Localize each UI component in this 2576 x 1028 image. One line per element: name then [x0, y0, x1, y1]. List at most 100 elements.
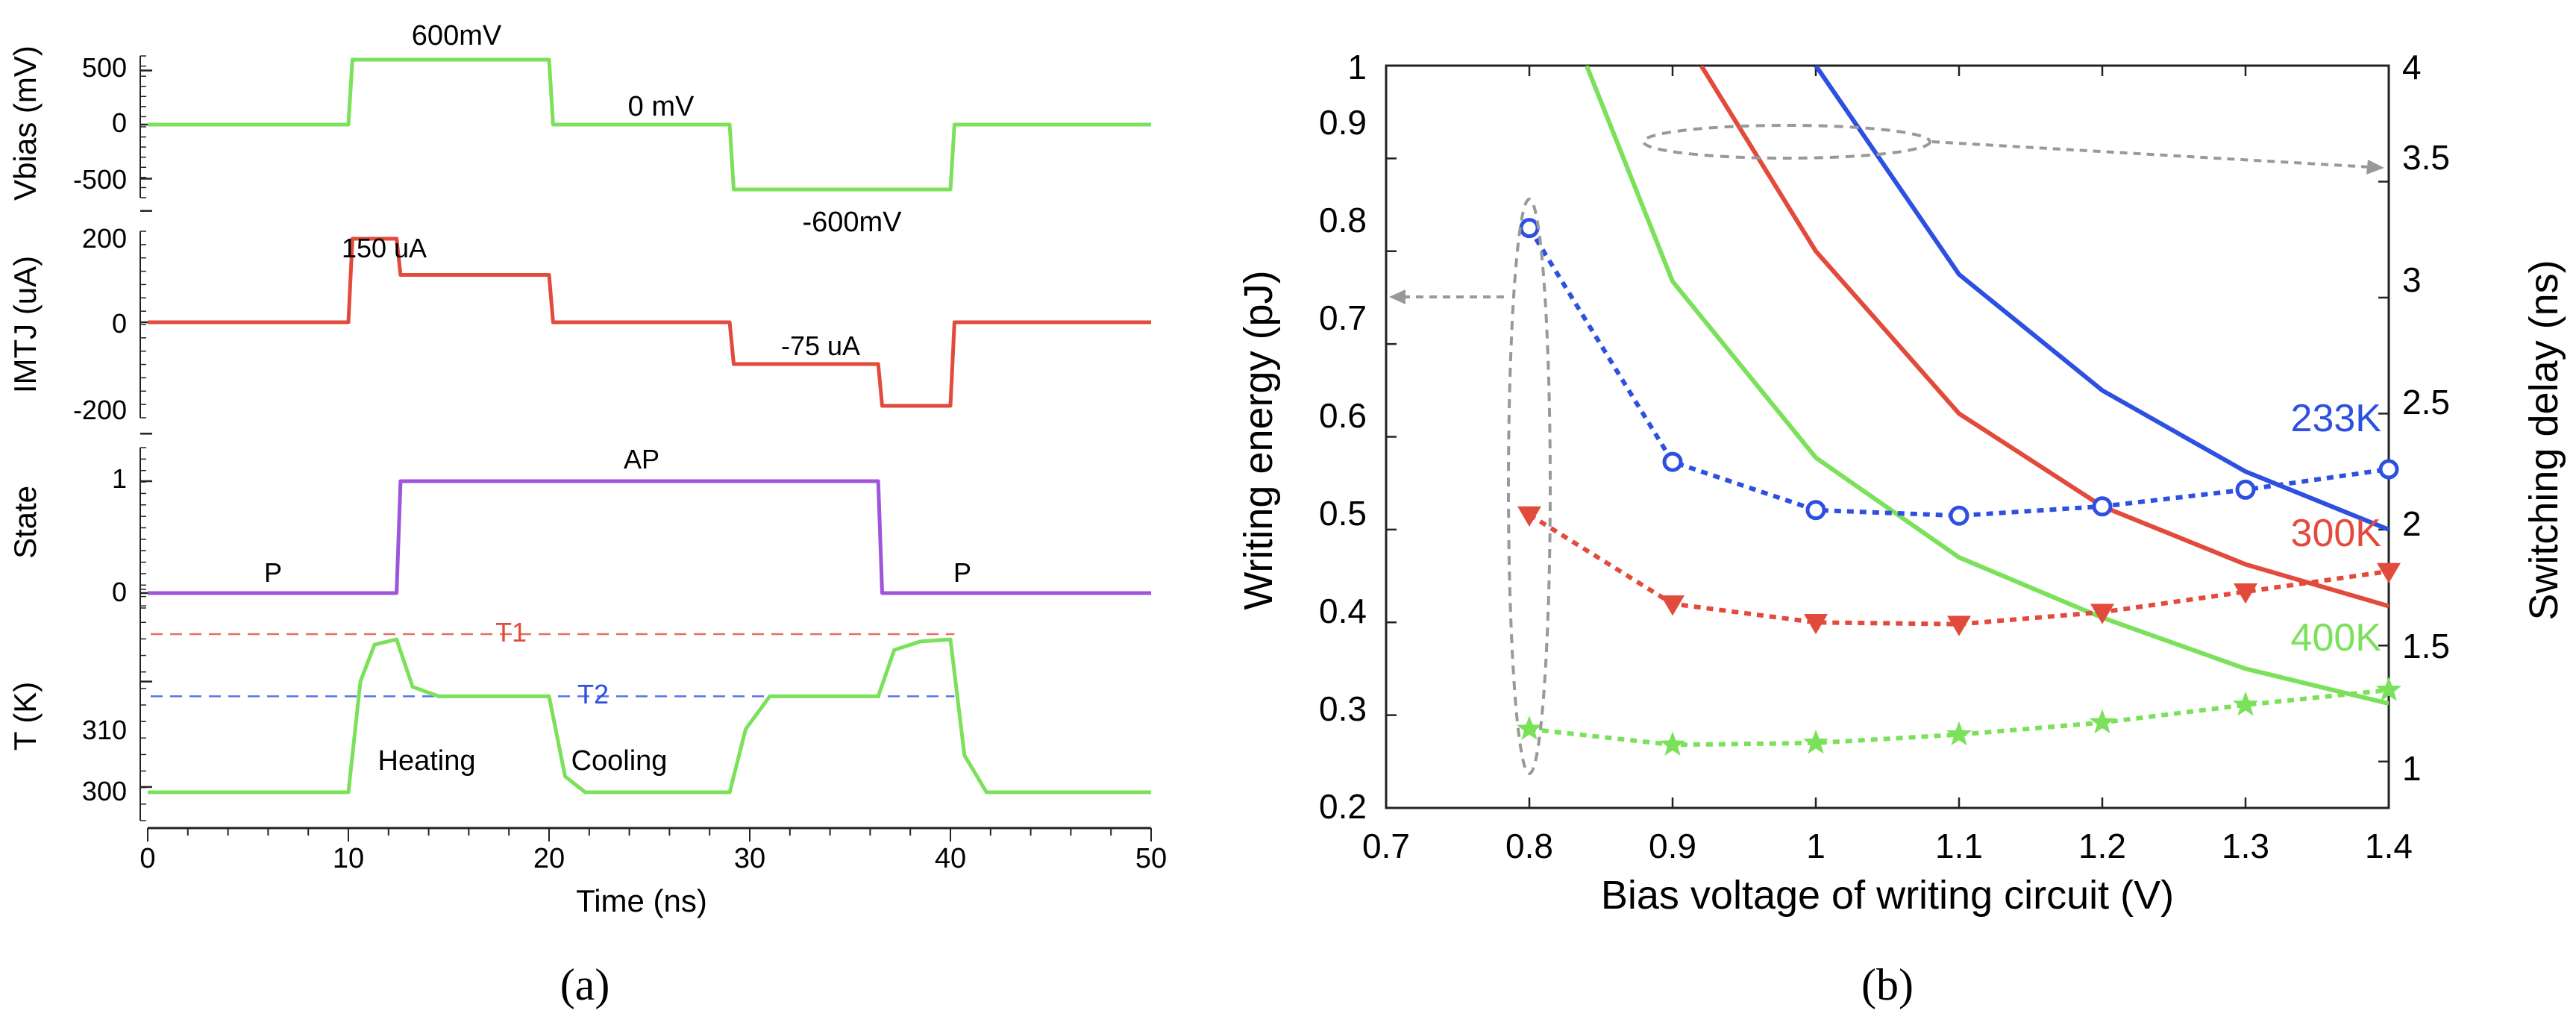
temp-ytick-label: 310: [82, 715, 127, 745]
right-arrow-head: [2366, 160, 2384, 175]
bias-xtick-label: 1.1: [1935, 827, 1983, 865]
energy-point-233k: [1519, 218, 1540, 239]
bias-xtick-label: 1.3: [2222, 827, 2269, 865]
state-series-line: [148, 479, 1151, 595]
vbias-series-line: [148, 57, 1151, 192]
energy-ytick-label: 0.4: [1319, 592, 1367, 630]
bias-xlabel: Bias voltage of writing circuit (V): [1601, 873, 2174, 918]
bias-xtick-label: 0.9: [1649, 827, 1696, 865]
state-ylabel: State: [7, 486, 43, 559]
annotation-150uA: 150 uA: [342, 233, 427, 263]
energy-point-300k: [2377, 562, 2401, 583]
energy-ytick-label: 0.3: [1319, 689, 1367, 728]
delay-line-400k: [1585, 66, 2389, 706]
energy-ytick-label: 0.9: [1319, 103, 1367, 142]
legend-400k: 400K: [2291, 616, 2382, 659]
time-xtick-label: 20: [533, 843, 565, 874]
plot-frame: [1385, 64, 2390, 809]
panel-a: Vbias (mV) IMTJ (uA) State T (K) 500 0 -…: [7, 20, 1167, 1009]
right-axis-indicator-ellipse: [1642, 124, 1931, 160]
energy-point-400k: [1516, 715, 1543, 740]
bias-xtick-label: 0.8: [1505, 827, 1553, 865]
state-ytick-label: 0: [112, 577, 127, 607]
legend-233k: 233K: [2291, 397, 2382, 440]
legend-300k: 300K: [2291, 512, 2382, 555]
right-arrow-line: [1931, 140, 2372, 169]
energy-point-400k: [2089, 709, 2116, 734]
time-xtick-label: 50: [1135, 843, 1167, 874]
state-ytick-label: 1: [112, 463, 127, 494]
energy-ytick-label: 0.2: [1319, 787, 1367, 826]
energy-point-233k: [2378, 459, 2399, 480]
energy-point-233k: [2235, 479, 2256, 500]
time-xtick-label: 10: [333, 843, 364, 874]
energy-point-400k: [1802, 729, 1829, 754]
annotation-cooling: Cooling: [571, 745, 668, 777]
panel-a-caption: (a): [560, 960, 610, 1009]
time-xtick-label: 0: [140, 843, 155, 874]
energy-point-300k: [2090, 604, 2114, 624]
annotation-0mV: 0 mV: [628, 91, 695, 122]
vbias-ylabel: Vbias (mV): [7, 46, 43, 201]
temp-series-line: [148, 637, 1151, 794]
temp-ytick-label: 300: [82, 776, 127, 806]
temp-ylabel: T (K): [7, 682, 43, 751]
time-xlabel: Time (ns): [576, 883, 707, 918]
energy-ylabel: Writing energy (pJ): [1236, 270, 1281, 609]
vbias-ytick-label: 0: [112, 107, 127, 138]
delay-line-300k: [1699, 66, 2389, 609]
vbias-ytick-label: -500: [73, 164, 127, 195]
time-xtick-label: 30: [734, 843, 765, 874]
delay-ytick-label: 1.5: [2402, 627, 2450, 665]
bias-xtick-label: 1.4: [2365, 827, 2413, 865]
annotation-state-p-right: P: [953, 557, 971, 588]
delay-line-233k: [1814, 66, 2389, 532]
energy-point-300k: [1661, 595, 1685, 616]
energy-point-300k: [2234, 583, 2257, 604]
energy-ytick-label: 0.7: [1319, 298, 1367, 337]
energy-point-233k: [1805, 500, 1826, 521]
delay-ytick-label: 2: [2402, 504, 2422, 543]
bias-xtick-label: 1.2: [2078, 827, 2126, 865]
imtj-ylabel: IMTJ (uA): [7, 256, 43, 393]
energy-point-400k: [2375, 677, 2402, 701]
energy-ytick-label: 0.8: [1319, 201, 1367, 239]
time-xtick-label: 40: [935, 843, 966, 874]
energy-point-400k: [1946, 721, 1972, 746]
panel-b-caption: (b): [1861, 960, 1914, 1009]
annotation-t1: T1: [495, 617, 527, 648]
energy-point-233k: [1949, 505, 1969, 526]
imtj-ytick-label: -200: [73, 395, 127, 425]
energy-point-233k: [1662, 451, 1683, 472]
delay-ytick-label: 3: [2402, 260, 2422, 299]
imtj-ytick-label: 0: [112, 308, 127, 339]
annotation-t2: T2: [577, 679, 609, 709]
energy-ytick-label: 1: [1347, 48, 1367, 87]
left-axis-indicator-ellipse: [1507, 198, 1552, 775]
bias-xtick-label: 1: [1806, 827, 1826, 865]
panel-a-series: [148, 57, 1151, 794]
vbias-ytick-label: 500: [82, 52, 127, 83]
annotation-600mV: 600mV: [412, 20, 502, 51]
imtj-series-line: [148, 236, 1151, 408]
energy-point-300k: [1804, 614, 1828, 635]
imtj-ytick-label: 200: [82, 223, 127, 254]
annotation-state-ap: AP: [624, 444, 659, 474]
delay-ytick-label: 3.5: [2402, 138, 2450, 177]
annotation-heating: Heating: [378, 745, 476, 777]
energy-point-300k: [1517, 506, 1541, 527]
panel-b-series: [1389, 66, 2402, 775]
panel-b-axes: [1385, 64, 2390, 809]
energy-ytick-label: 0.6: [1319, 396, 1367, 435]
delay-ytick-label: 1: [2402, 749, 2422, 788]
annotation-minus600mV: -600mV: [802, 207, 902, 238]
energy-point-400k: [2232, 691, 2259, 716]
delay-ylabel: Switching delay (ns): [2522, 260, 2566, 620]
energy-point-400k: [1659, 731, 1686, 756]
energy-point-300k: [1947, 615, 1971, 636]
bias-xtick-label: 0.7: [1362, 827, 1410, 865]
delay-ytick-label: 4: [2402, 48, 2422, 87]
annotation-minus75uA: -75 uA: [781, 330, 860, 361]
energy-ytick-label: 0.5: [1319, 494, 1367, 533]
annotation-state-p-left: P: [264, 557, 282, 588]
